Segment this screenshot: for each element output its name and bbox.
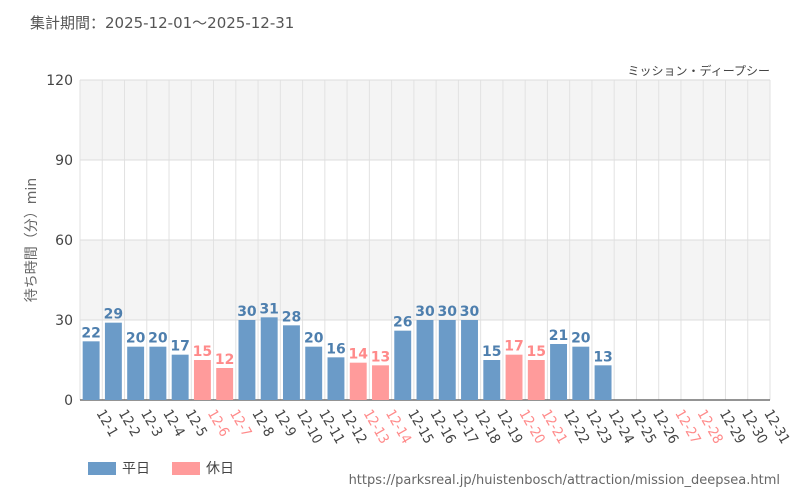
bar (193, 360, 211, 400)
y-axis-ticks: 0 30 60 90 120 (46, 73, 73, 409)
bar-value-label: 20 (148, 331, 168, 347)
bar-value-label: 26 (393, 315, 412, 331)
x-tick-label: 12-7 (226, 407, 254, 440)
plot-band (80, 240, 770, 320)
x-tick-label: 12-8 (248, 407, 276, 440)
bar-value-label: 20 (304, 331, 324, 347)
bar-value-label: 22 (81, 325, 100, 341)
y-tick-label: 0 (64, 393, 73, 409)
bar-value-label: 31 (259, 301, 278, 317)
bar-value-label: 13 (593, 349, 612, 365)
bar (82, 341, 100, 400)
bar (104, 322, 122, 400)
bar-value-label: 17 (504, 339, 523, 355)
bar-value-label: 16 (326, 341, 345, 357)
bar (416, 320, 434, 400)
bar-value-label: 29 (104, 307, 123, 323)
bar (260, 317, 278, 400)
y-tick-label: 90 (55, 153, 73, 169)
legend-weekday-label: 平日 (122, 461, 150, 477)
bar (527, 360, 545, 400)
bar-value-label: 14 (348, 347, 368, 363)
bar (171, 354, 189, 400)
y-tick-label: 30 (55, 313, 73, 329)
bar-value-label: 15 (482, 344, 501, 360)
period-label: 集計期間：2025-12-01～2025-12-31 (30, 14, 295, 32)
bar (349, 362, 367, 400)
bar (327, 357, 345, 400)
bar (394, 330, 412, 400)
bar (550, 344, 568, 400)
bar-value-label: 21 (549, 328, 568, 344)
bar-value-label: 12 (215, 352, 234, 368)
bar-value-label: 28 (282, 309, 301, 325)
legend-weekday-swatch (88, 461, 116, 475)
bar-value-label: 13 (371, 349, 390, 365)
bar (305, 346, 323, 400)
bar (127, 346, 145, 400)
x-tick-label: 12-1 (93, 407, 121, 440)
gridlines (79, 79, 771, 401)
x-tick-label: 12-5 (182, 407, 210, 440)
x-tick-label: 12-3 (137, 407, 165, 440)
y-axis-label: 待ち時間（分）min (24, 178, 40, 302)
bar (282, 325, 300, 400)
bar (216, 368, 234, 400)
bar (505, 354, 523, 400)
bar (238, 320, 256, 400)
attraction-name: ミッション・ディープシー (627, 64, 770, 78)
bar (572, 346, 590, 400)
bar (461, 320, 478, 400)
plot-band (80, 160, 770, 240)
legend-holiday-label: 休日 (206, 461, 234, 477)
legend-holiday: 休日 (172, 458, 234, 478)
x-axis-ticks: 12-112-212-312-412-512-612-712-812-912-1… (93, 407, 793, 447)
bar-value-label: 20 (126, 331, 146, 347)
legend-weekday: 平日 (88, 458, 150, 478)
plot-band (80, 80, 770, 160)
bar-value-label: 30 (237, 304, 257, 320)
bar-value-label: 17 (170, 339, 189, 355)
y-tick-label: 60 (55, 233, 73, 249)
x-tick-label: 12-9 (271, 407, 299, 440)
bar-value-label: 30 (415, 304, 435, 320)
bar-value-label: 15 (527, 344, 546, 360)
bar (594, 365, 612, 400)
source-url: https://parksreal.jp/huistenbosch/attrac… (348, 473, 780, 488)
bar-value-label: 30 (438, 304, 458, 320)
x-tick-label: 12-4 (159, 407, 187, 440)
x-tick-label: 12-2 (115, 407, 143, 440)
legend: 平日 休日 (88, 458, 256, 478)
bar-value-label: 20 (571, 331, 591, 347)
y-tick-label: 120 (46, 73, 73, 89)
bar-value-label: 30 (460, 304, 480, 320)
bar (372, 365, 389, 400)
bar (483, 360, 501, 400)
bar-value-label: 15 (193, 344, 212, 360)
bars (82, 317, 612, 400)
legend-holiday-swatch (172, 461, 200, 475)
bar (149, 346, 167, 400)
bar (438, 320, 456, 400)
x-tick-label: 12-6 (204, 407, 232, 440)
